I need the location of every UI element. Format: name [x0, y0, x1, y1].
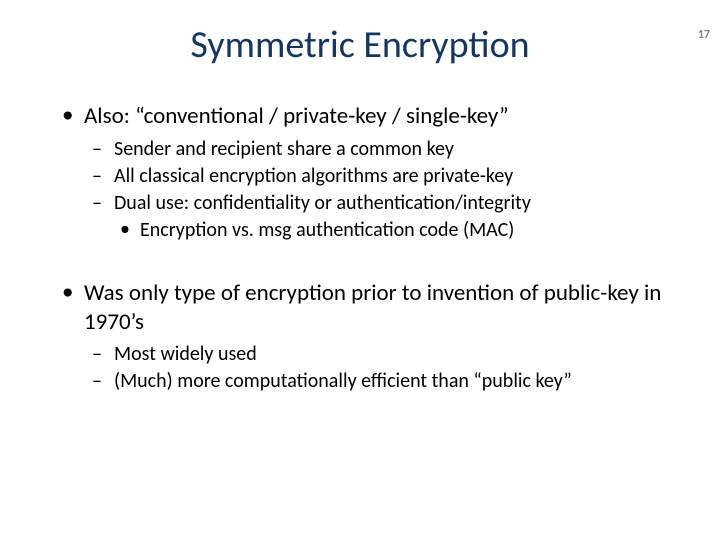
- bullet-text: Dual use: confidentiality or authenticat…: [114, 191, 531, 215]
- bullet-text: Was only type of encryption prior to inv…: [84, 279, 661, 336]
- bullet-list-level1: Was only type of encryption prior to inv…: [58, 279, 680, 395]
- bullet-list-level2: Sender and recipient share a common key …: [84, 137, 680, 243]
- slide-content: Also: “conventional / private-key / sing…: [0, 102, 720, 394]
- bullet-text: Encryption vs. msg authentication code (…: [140, 218, 514, 242]
- bullet-item: Also: “conventional / private-key / sing…: [58, 102, 680, 243]
- bullet-item: Most widely used: [84, 342, 680, 367]
- bullet-list-level2: Most widely used (Much) more computation…: [84, 342, 680, 394]
- bullet-text: All classical encryption algorithms are …: [114, 164, 513, 188]
- bullet-text: Sender and recipient share a common key: [114, 137, 454, 161]
- spacer: [58, 261, 680, 279]
- bullet-text: Most widely used: [114, 342, 257, 366]
- bullet-item: Sender and recipient share a common key: [84, 137, 680, 162]
- slide-title: Symmetric Encryption: [0, 22, 720, 68]
- bullet-item: All classical encryption algorithms are …: [84, 164, 680, 189]
- bullet-list-level3: Encryption vs. msg authentication code (…: [114, 218, 680, 243]
- bullet-item: Encryption vs. msg authentication code (…: [114, 218, 680, 243]
- bullet-text: Also: “conventional / private-key / sing…: [84, 102, 509, 130]
- bullet-list-level1: Also: “conventional / private-key / sing…: [58, 102, 680, 243]
- bullet-item: (Much) more computationally efficient th…: [84, 369, 680, 394]
- bullet-item: Dual use: confidentiality or authenticat…: [84, 191, 680, 243]
- page-number: 17: [698, 28, 710, 42]
- bullet-text: (Much) more computationally efficient th…: [114, 369, 572, 393]
- bullet-item: Was only type of encryption prior to inv…: [58, 279, 680, 395]
